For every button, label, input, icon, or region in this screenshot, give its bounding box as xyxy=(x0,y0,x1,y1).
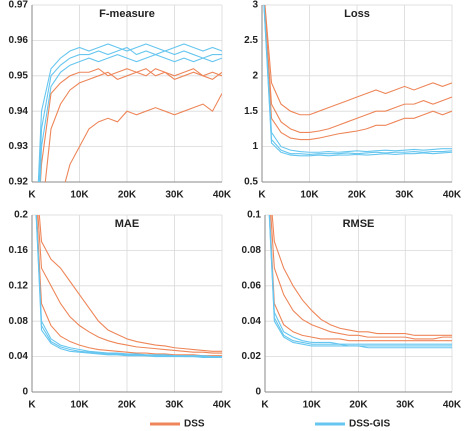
series-line xyxy=(271,215,452,336)
series-line xyxy=(35,215,222,359)
series-line xyxy=(38,46,222,182)
series-line xyxy=(38,215,222,352)
y-tick-label: 0.08 xyxy=(9,316,29,327)
x-tick-label: 10K xyxy=(300,190,319,201)
series-line xyxy=(39,53,222,182)
x-tick-label: 30K xyxy=(395,190,414,201)
x-tick-label: 40K xyxy=(213,400,232,411)
x-tick-label: K xyxy=(258,190,266,201)
panel: 0 0.02 0.04 0.06 0.08 0.1 K 10K 20K 30K 40K RMSE xyxy=(242,210,462,411)
x-tick-label: 40K xyxy=(443,190,462,201)
series-line xyxy=(44,68,222,182)
x-tick-label: 30K xyxy=(165,400,184,411)
lines xyxy=(37,43,222,182)
series-line xyxy=(268,215,452,345)
chart-title: F-measure xyxy=(99,8,155,20)
series-line xyxy=(64,93,222,182)
chart-title: Loss xyxy=(344,8,370,20)
y-tick-label: 0.93 xyxy=(9,141,29,152)
series-line xyxy=(39,68,222,182)
series-line xyxy=(264,5,452,116)
series-line xyxy=(263,5,452,133)
series-line xyxy=(263,5,452,155)
y-tick-label: 0.04 xyxy=(242,316,262,327)
x-tick-label: 10K xyxy=(303,400,322,411)
series-line xyxy=(36,215,222,357)
y-tick-label: 0.96 xyxy=(9,35,29,46)
y-tick-label: 0.94 xyxy=(9,106,29,117)
y-tick-label: 0.92 xyxy=(9,177,29,188)
y-tick-label: 0.97 xyxy=(9,0,29,11)
x-tick-label: 10K xyxy=(70,400,89,411)
y-tick-label: 2 xyxy=(252,70,258,81)
x-tick-label: 30K xyxy=(396,400,415,411)
y-tick-label: 0.5 xyxy=(244,177,258,188)
y-tick-label: 3 xyxy=(252,0,258,11)
x-tick-label: 40K xyxy=(213,190,232,201)
y-tick-label: 2.5 xyxy=(244,35,258,46)
x-tick-label: 20K xyxy=(348,190,367,201)
y-tick-label: 1 xyxy=(252,141,258,152)
series-line xyxy=(37,43,222,182)
chart-title: RMSE xyxy=(343,218,375,230)
y-tick-label: 0.2 xyxy=(14,210,28,221)
y-tick-label: 0.1 xyxy=(247,210,261,221)
lines xyxy=(263,5,452,157)
panel: 0 0.04 0.08 0.12 0.16 0.2 K 10K 20K 30K 40K MAE xyxy=(9,210,232,411)
y-tick-label: 0.08 xyxy=(242,245,262,256)
x-tick-label: 20K xyxy=(349,400,368,411)
x-tick-label: K xyxy=(261,400,269,411)
panel: 0.92 0.93 0.94 0.95 0.96 0.97 K 10K 20K 30K 40K F-m… xyxy=(9,0,232,201)
series-line xyxy=(35,215,222,358)
series-line xyxy=(270,215,452,340)
x-tick-label: 40K xyxy=(443,400,462,411)
series-line xyxy=(263,5,452,141)
legend-label: DSS xyxy=(184,419,205,430)
y-tick-label: 0.16 xyxy=(9,245,29,256)
y-tick-label: 0.06 xyxy=(242,280,262,291)
series-line xyxy=(269,215,452,342)
y-tick-label: 1.5 xyxy=(244,106,258,117)
y-tick-label: 0 xyxy=(22,387,28,398)
lines xyxy=(35,215,222,359)
series-line xyxy=(37,215,222,354)
chart-title: MAE xyxy=(115,218,139,230)
series-line xyxy=(263,5,452,153)
legend: DSS DSS-GIS xyxy=(150,419,390,430)
x-tick-label: 10K xyxy=(70,190,89,201)
series-line xyxy=(263,5,452,157)
x-tick-label: 20K xyxy=(118,400,137,411)
x-tick-label: 30K xyxy=(165,190,184,201)
legend-label: DSS-GIS xyxy=(349,419,390,430)
lines xyxy=(268,215,452,349)
x-tick-label: 20K xyxy=(118,190,137,201)
y-tick-label: 0.12 xyxy=(9,280,29,291)
series-line xyxy=(268,215,452,349)
x-tick-label: K xyxy=(28,400,36,411)
y-tick-label: 0.95 xyxy=(9,70,29,81)
x-tick-label: K xyxy=(28,190,36,201)
y-tick-label: 0 xyxy=(255,387,261,398)
y-tick-label: 0.02 xyxy=(242,351,262,362)
y-tick-label: 0.04 xyxy=(9,351,29,362)
panel: 0.5 1 1.5 2 2.5 3 K 10K 20K 30K 40K Loss xyxy=(244,0,462,201)
